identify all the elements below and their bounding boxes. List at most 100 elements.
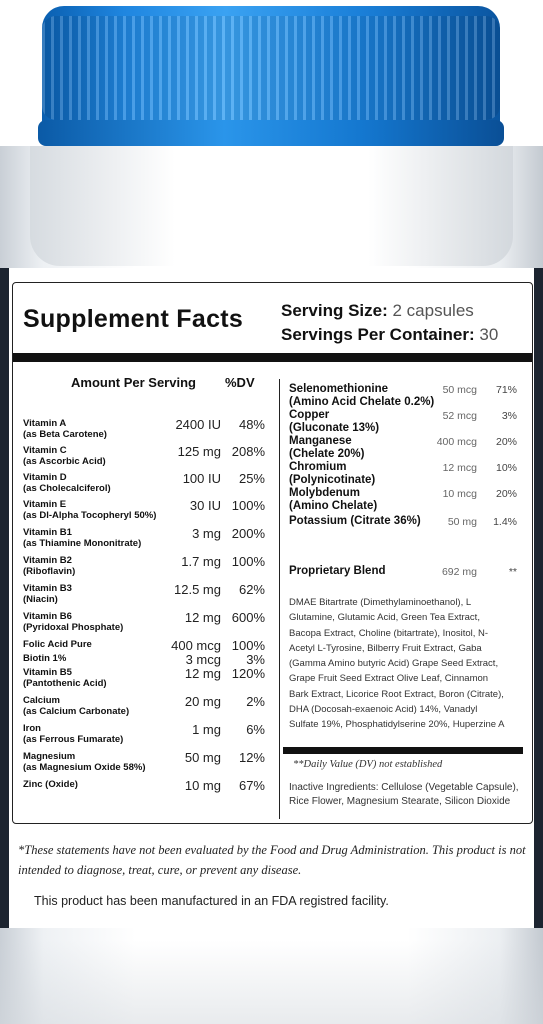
vitamin-dv: 100%: [231, 638, 265, 653]
dv-note: **Daily Value (DV) not established: [293, 759, 443, 770]
vitamin-name: Vitamin B1: [23, 527, 72, 538]
vitamin-dv: 67%: [238, 778, 265, 793]
vitamin-amount: 12 mg: [184, 610, 221, 625]
vitamin-dv: 208%: [231, 444, 265, 459]
vitamin-dv: 6%: [246, 722, 265, 737]
vitamin-source: (Pantothenic Acid): [23, 678, 107, 689]
blend-ingredients: DMAE Bitartrate (Dimethylaminoethanol), …: [289, 597, 505, 731]
mineral-dv: 1.4%: [493, 516, 517, 528]
vitamin-name: Vitamin B6: [23, 611, 72, 622]
mineral-source: (Polynicotinate): [289, 474, 376, 486]
vitamin-source: (as Beta Carotene): [23, 429, 107, 440]
mineral-dv: 20%: [495, 488, 517, 500]
vitamin-source: (as Dl-Alpha Tocopheryl 50%): [23, 510, 157, 521]
vitamin-name: Folic Acid Pure: [23, 639, 92, 650]
vitamin-amount: 400 mcg: [171, 638, 221, 653]
dv-column-header: %DV: [225, 375, 255, 390]
vitamin-name: Vitamin B3: [23, 583, 72, 594]
mineral-dv: 3%: [501, 410, 517, 422]
cap-ridges: [42, 16, 500, 120]
servings-per-container: Servings Per Container: 30: [281, 325, 498, 345]
vitamin-name: Calcium: [23, 695, 60, 706]
servings-per-container-label: Servings Per Container:: [281, 325, 475, 344]
cap-rim: [38, 120, 504, 146]
mineral-name: Chromium: [289, 461, 347, 473]
vitamin-dv: 48%: [238, 417, 265, 432]
mineral-name: Potassium (Citrate 36%): [289, 515, 421, 527]
vitamin-amount: 50 mg: [184, 750, 221, 765]
vitamin-name: Vitamin A: [23, 418, 67, 429]
mineral-name: Copper: [289, 409, 330, 421]
mineral-dv: 10%: [495, 462, 517, 474]
vitamin-amount: 3 mg: [192, 526, 221, 541]
vitamin-amount: 10 mg: [184, 778, 221, 793]
vitamin-source: (as Calcium Carbonate): [23, 706, 130, 717]
vitamin-name: Iron: [23, 723, 41, 734]
blend-divider: [283, 747, 523, 754]
serving-size-value: 2 capsules: [392, 301, 474, 320]
vitamin-amount: 2400 IU: [175, 417, 221, 432]
vitamin-dv: 200%: [231, 526, 265, 541]
fda-disclaimer: *These statements have not been evaluate…: [18, 843, 526, 877]
vitamin-name: Biotin 1%: [23, 653, 67, 664]
mineral-source: (Amino Acid Chelate 0.2%): [289, 396, 435, 408]
vitamin-dv: 2%: [246, 694, 265, 709]
vitamin-name: Magnesium: [23, 751, 76, 762]
vitamin-source: (as Ferrous Fumarate): [23, 734, 124, 745]
vitamin-amount: 1 mg: [192, 722, 221, 737]
product-label: Supplement Facts Serving Size: 2 capsule…: [0, 268, 543, 928]
vitamin-dv: 120%: [231, 666, 265, 681]
mineral-amount: 50 mg: [447, 516, 477, 528]
vitamin-amount: 12 mg: [184, 666, 221, 681]
vitamin-source: (as Ascorbic Acid): [23, 456, 106, 467]
header-divider: [13, 353, 532, 362]
blend-name: Proprietary Blend: [289, 565, 386, 577]
label-edge-right: [534, 268, 543, 928]
mineral-amount: 12 mcg: [442, 462, 477, 474]
supplement-facts-panel: Supplement Facts Serving Size: 2 capsule…: [12, 282, 533, 824]
panel-title: Supplement Facts: [23, 305, 244, 333]
vitamin-name: Vitamin C: [23, 445, 67, 456]
bottle-neck: [30, 146, 513, 266]
bottle-bottom-shading: [0, 940, 543, 1024]
mineral-amount: 400 mcg: [436, 436, 477, 448]
bottle-cap: [38, 6, 504, 146]
vitamin-amount: 125 mg: [177, 444, 221, 459]
vitamin-source: (Riboflavin): [23, 566, 76, 577]
blend-dv: **: [508, 566, 517, 578]
vitamin-name: Vitamin B2: [23, 555, 72, 566]
mineral-amount: 52 mcg: [442, 410, 477, 422]
column-divider: [279, 379, 280, 819]
serving-size: Serving Size: 2 capsules: [281, 301, 474, 321]
vitamin-dv: 12%: [238, 750, 265, 765]
vitamin-name: Vitamin E: [23, 499, 67, 510]
mineral-dv: 71%: [495, 384, 517, 396]
vitamin-amount: 12.5 mg: [174, 582, 221, 597]
mineral-dv: 20%: [495, 436, 517, 448]
mineral-amount: 10 mcg: [442, 488, 477, 500]
vitamin-dv: 600%: [231, 610, 265, 625]
vitamin-source: (Pyridoxal Phosphate): [23, 622, 124, 633]
vitamin-source: (Niacin): [23, 594, 58, 605]
vitamin-amount: 20 mg: [184, 694, 221, 709]
servings-per-container-value: 30: [479, 325, 499, 344]
vitamin-amount: 3 mcg: [185, 652, 221, 667]
mineral-source: (Amino Chelate): [289, 500, 378, 512]
label-edge-left: [0, 268, 9, 928]
vitamin-amount: 1.7 mg: [181, 554, 221, 569]
vitamin-source: (as Magnesium Oxide 58%): [23, 762, 146, 773]
vitamin-name: Vitamin B5: [23, 667, 72, 678]
mineral-source: (Chelate 20%): [289, 448, 365, 460]
vitamin-source: (as Cholecalciferol): [23, 483, 111, 494]
vitamin-amount: 100 IU: [182, 471, 221, 486]
vitamin-source: (as Thiamine Mononitrate): [23, 538, 142, 549]
blend-amount: 692 mg: [441, 566, 477, 578]
vitamin-dv: 25%: [238, 471, 265, 486]
vitamin-dv: 3%: [246, 652, 265, 667]
vitamin-dv: 62%: [238, 582, 265, 597]
vitamin-name: Vitamin D: [23, 472, 67, 483]
vitamin-dv: 100%: [231, 498, 265, 513]
mineral-source: (Gluconate 13%): [289, 422, 380, 434]
mineral-name: Molybdenum: [289, 487, 360, 499]
mineral-amount: 50 mcg: [442, 384, 477, 396]
